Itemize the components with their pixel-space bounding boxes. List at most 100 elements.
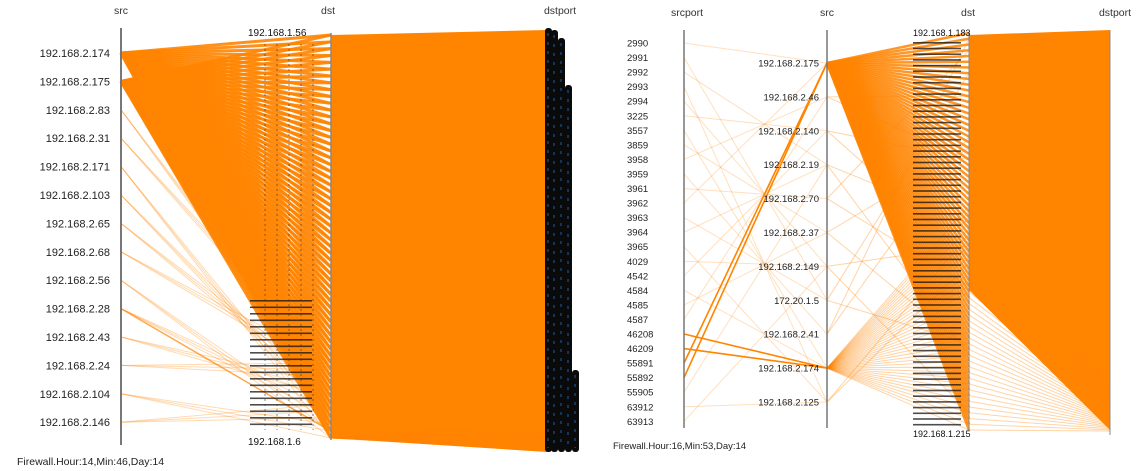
flow-dst-dstport: [968, 251, 1111, 396]
flow-dst-dstport: [968, 297, 1111, 405]
src-label: 192.168.2.37: [764, 228, 819, 239]
src-label: 192.168.2.140: [758, 126, 819, 137]
left-axes: 192.168.1.56 192.168.1.6: [120, 28, 579, 452]
dst-tick-mark: [913, 201, 961, 204]
flow-dst-dstport: [968, 291, 1111, 404]
flow-src-dst: [826, 367, 970, 425]
dst-tick-mark: [913, 235, 961, 238]
srcport-label: 3964: [627, 228, 648, 239]
flow-dst-dstport: [968, 228, 1111, 392]
axis-title-dst-2: dst: [961, 7, 975, 19]
flow-src-dst: [826, 262, 970, 403]
src-label: 192.168.2.19: [764, 160, 819, 171]
dst-tick-mark: [250, 306, 312, 309]
dst-tick-mark: [913, 287, 961, 289]
flow-dst-dstport: [330, 429, 548, 439]
flow-srcport-src: [683, 164, 828, 233]
flow-src-dst: [826, 234, 970, 403]
dst-tick-mark: [913, 213, 961, 215]
dst-tick-mark: [913, 64, 961, 67]
dst-tick-mark: [913, 110, 961, 112]
flow-dst-dstport: [968, 377, 1111, 422]
flow-dst-dstport: [968, 383, 1111, 423]
flow-src-dst: [120, 137, 332, 377]
flow-src-dst: [826, 343, 970, 369]
dst-tick-mark: [913, 258, 961, 261]
dst-tick-mark: [913, 309, 961, 312]
flow-dst-dstport: [968, 239, 1111, 394]
dst-tick-mark: [913, 218, 961, 221]
srcport-label: 4587: [627, 315, 648, 326]
dst-tick-mark: [913, 327, 961, 329]
dst-tick-mark: [913, 173, 961, 175]
flow-srcport-src: [683, 232, 828, 306]
flow-dst-dstport: [968, 360, 1111, 418]
srcport-label: 55891: [627, 359, 653, 370]
dst-tick-mark: [913, 395, 961, 397]
dst-tick-mark: [913, 70, 961, 73]
srcport-label: 3557: [627, 126, 648, 137]
flow-dst-dstport: [968, 412, 1111, 429]
flow-srcport-src: [683, 333, 828, 369]
flow-dst-dstport: [968, 343, 1111, 415]
srcport-label: 4542: [627, 271, 648, 282]
flow-src-dst: [826, 211, 970, 369]
flow-dst-dstport: [968, 314, 1111, 409]
dst-tick-mark: [913, 138, 961, 141]
dst-tick-mark: [913, 224, 961, 226]
srcport-label: 3962: [627, 199, 648, 210]
flow-src-dst: [120, 223, 332, 398]
axis-title-dstport-2: dstport: [1099, 7, 1131, 19]
right-axes: 192.168.1.183 192.168.1.215: [683, 28, 1111, 439]
flow-srcport-src: [683, 130, 828, 277]
dst-tick-mark: [913, 281, 961, 283]
axis-title-dst: dst: [321, 5, 335, 17]
flow-dst-dstport: [330, 424, 548, 439]
src-label: 192.168.2.28: [46, 304, 110, 316]
dst-tick-mark: [913, 190, 961, 192]
flow-dst-dstport: [968, 394, 1111, 425]
dst-tick-mark: [913, 378, 961, 380]
dst-tick-mark: [250, 378, 312, 380]
src-label: 192.168.2.174: [40, 48, 110, 60]
flow-srcport-src: [683, 260, 828, 267]
srcport-label: 55892: [627, 373, 653, 384]
dstport-label-column: [558, 38, 565, 452]
flow-src-dst: [120, 194, 332, 405]
dst-tick-mark: [913, 81, 961, 84]
flow-srcport-src: [683, 347, 828, 369]
src-label: 172.20.1.5: [774, 296, 819, 307]
flow-src-dst: [120, 308, 332, 412]
flow-src-dst: [826, 297, 970, 369]
flow-src-dst: [826, 222, 970, 369]
flow-dst-dstport: [330, 428, 548, 439]
flow-dst-dstport: [968, 222, 1111, 390]
flow-src-dst: [826, 95, 970, 98]
flow-src-dst: [826, 245, 970, 267]
dst-tick-mark: [913, 53, 961, 55]
flow-src-dst: [826, 314, 970, 369]
flow-src-dst: [826, 367, 970, 373]
src-label: 192.168.2.103: [40, 190, 110, 202]
flow-dst-dstport: [968, 274, 1111, 401]
flow-src-dst: [120, 279, 332, 425]
dst-tick-mark: [913, 241, 961, 244]
flow-src-dst: [120, 308, 332, 418]
flow-src-dst: [120, 393, 332, 425]
flow-src-dst: [120, 109, 332, 398]
flow-dst-dstport: [330, 436, 548, 439]
flow-src-dst: [826, 367, 970, 385]
flow-src-dst: [826, 279, 970, 369]
flow-dst-dstport: [968, 389, 1111, 424]
flow-dst-dstport: [330, 437, 548, 440]
srcport-label: 2991: [627, 53, 648, 64]
src-label: 192.168.2.43: [46, 332, 110, 344]
src-label: 192.168.2.70: [764, 194, 819, 205]
srcport-label: 4584: [627, 286, 648, 297]
dst-tick-mark: [250, 352, 312, 354]
flow-srcport-src: [683, 115, 828, 132]
dst-tick-mark: [250, 397, 312, 400]
flow-src-dst: [120, 166, 332, 439]
dst-tick-mark: [913, 104, 961, 107]
flow-src-dst: [120, 362, 332, 366]
